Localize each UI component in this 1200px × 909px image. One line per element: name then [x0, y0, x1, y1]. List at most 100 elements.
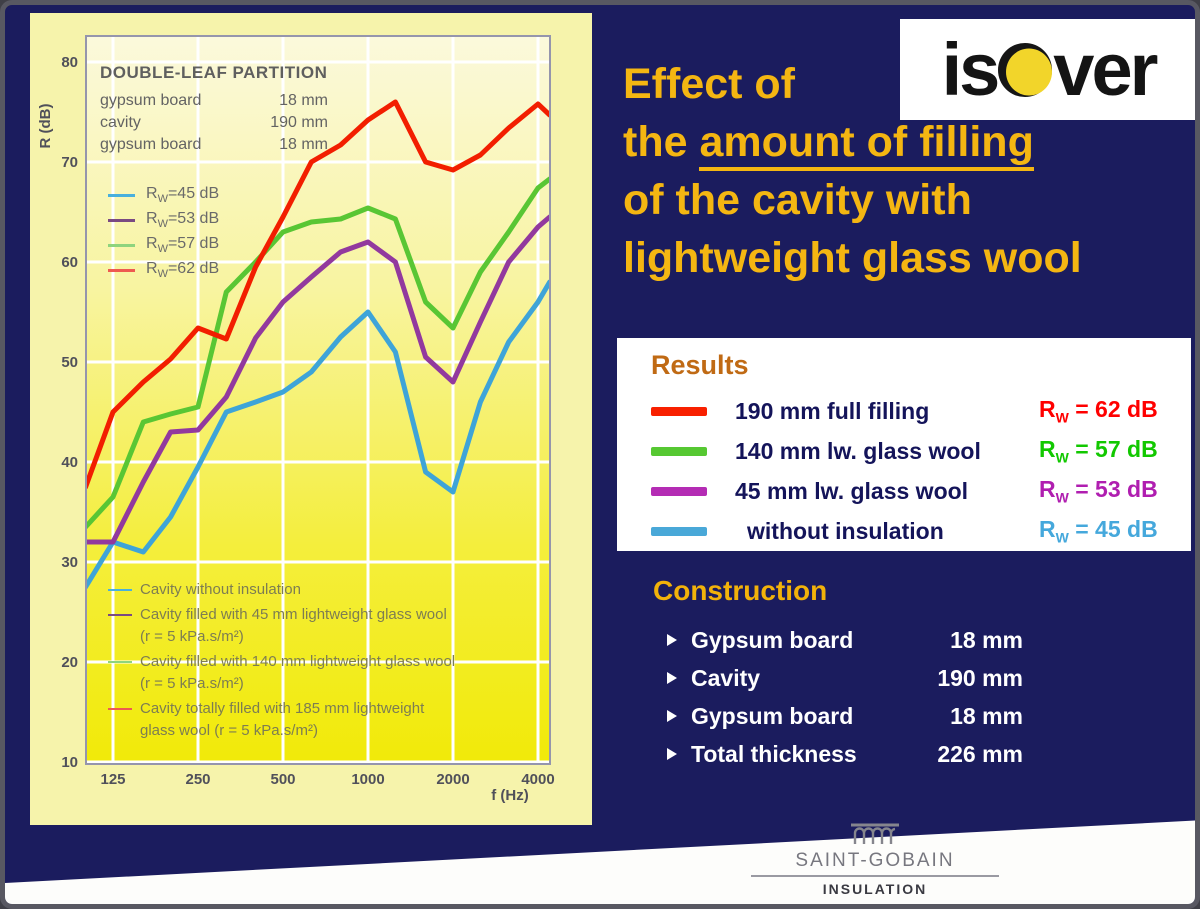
- triangle-bullet-icon: [667, 672, 677, 684]
- rw-legend-item-45mm-glass-wool: RW=53 dB: [108, 208, 219, 233]
- legend-label: Cavity totally filled with 185 mm lightw…: [140, 700, 425, 739]
- isover-logo-text-right: ver: [1053, 27, 1158, 111]
- legend-line-swatch: [108, 194, 135, 197]
- y-tick-20: 20: [61, 654, 78, 671]
- x-tick-1000: 1000: [351, 771, 385, 788]
- slide-title-line4: lightweight glass wool: [623, 234, 1082, 282]
- saint-gobain-arches-icon: [851, 823, 899, 844]
- y-tick-50: 50: [61, 354, 78, 371]
- legend-line-swatch: [108, 244, 135, 247]
- legend-label: RW=57 dB: [146, 235, 220, 256]
- chart-rw-legend: RW=45 dB RW=53 dB RW=57 dB RW=62 dB: [108, 183, 219, 283]
- x-tick-250: 250: [185, 771, 211, 788]
- slide-title: Effect of the amount of filling of the c…: [623, 55, 1082, 287]
- legend-label: Cavity filled with 140 mm lightweight gl…: [140, 653, 456, 692]
- construction-section: Construction Gypsum board 18 mm Cavity 1…: [653, 575, 1025, 773]
- spec-row: gypsum board 18 mm: [100, 90, 328, 112]
- saint-gobain-logo: SAINT-GOBAIN INSULATION: [745, 822, 1005, 897]
- chart-title: DOUBLE-LEAF PARTITION: [100, 63, 328, 82]
- x-tick-4000: 4000: [521, 771, 555, 788]
- results-label: 190 mm full filling: [735, 397, 930, 424]
- y-tick-10: 10: [61, 754, 78, 771]
- rw-value: RW = 62 dB: [1039, 396, 1158, 426]
- series-swatch-purple: [651, 486, 707, 496]
- legend-label: RW=62 dB: [146, 260, 220, 281]
- legend-label: RW=53 dB: [146, 210, 220, 231]
- triangle-bullet-icon: [667, 634, 677, 646]
- curve-without-insulation: [85, 279, 551, 590]
- construction-value: 190 mm: [937, 664, 1023, 691]
- construction-label: Cavity: [691, 664, 761, 691]
- series-swatch-green: [651, 446, 707, 456]
- results-row-45mm: 45 mm lw. glass wool RW = 53 dB: [651, 471, 1191, 511]
- curve-full-filling-185mm: [85, 99, 551, 490]
- legend-label: Cavity without insulation: [140, 581, 301, 598]
- y-tick-70: 70: [61, 154, 78, 171]
- construction-row: Total thickness 226 mm: [667, 735, 1023, 773]
- spec-value: 190 mm: [270, 114, 328, 131]
- results-label: 140 mm lw. glass wool: [735, 437, 981, 464]
- legend-line-swatch: [108, 614, 132, 616]
- construction-value: 226 mm: [937, 740, 1023, 767]
- construction-label: Gypsum board: [691, 626, 854, 653]
- chart-head: DOUBLE-LEAF PARTITION gypsum board 18 mm…: [100, 63, 328, 156]
- spec-name: gypsum board: [100, 92, 202, 109]
- series-swatch-red: [651, 406, 707, 416]
- legend-line-swatch: [108, 589, 132, 591]
- construction-label: Total thickness: [691, 740, 857, 767]
- legend-label: RW=45 dB: [146, 185, 220, 206]
- slide-title-underlined: amount of filling: [699, 118, 1034, 171]
- spec-value: 18 mm: [279, 92, 328, 109]
- x-tick-125: 125: [100, 771, 126, 788]
- y-tick-40: 40: [61, 454, 78, 471]
- triangle-bullet-icon: [667, 748, 677, 760]
- chart-panel: DOUBLE-LEAF PARTITION gypsum board 18 mm…: [30, 13, 592, 825]
- chart-series-legend: Cavity without insulation Cavity filled w…: [108, 579, 538, 745]
- rw-legend-item-140mm-glass-wool: RW=57 dB: [108, 233, 219, 258]
- construction-row: Cavity 190 mm: [667, 659, 1023, 697]
- rw-legend-item-full-filling-185mm: RW=62 dB: [108, 258, 219, 283]
- spec-name: cavity: [100, 114, 141, 131]
- slide-title-line1: Effect of: [623, 60, 795, 108]
- slide-title-line2-prefix: the: [623, 118, 700, 166]
- legend-line-swatch: [108, 708, 132, 710]
- series-legend-item-45mm-glass-wool: Cavity filled with 45 mm lightweight gla…: [108, 604, 538, 648]
- results-label: 45 mm lw. glass wool: [735, 477, 969, 504]
- construction-label: Gypsum board: [691, 702, 854, 729]
- construction-value: 18 mm: [950, 702, 1023, 729]
- spec-name: gypsum board: [100, 136, 202, 153]
- results-label: without insulation: [747, 517, 944, 544]
- rw-value: RW = 53 dB: [1039, 476, 1158, 506]
- x-tick-2000: 2000: [436, 771, 470, 788]
- isover-logo-ball-icon: [998, 42, 1053, 97]
- series-swatch-blue: [651, 526, 707, 536]
- x-axis-label: f (Hz): [491, 787, 529, 804]
- construction-value: 18 mm: [950, 626, 1023, 653]
- results-row-full-filling: 190 mm full filling RW = 62 dB: [651, 391, 1191, 431]
- y-tick-80: 80: [61, 54, 78, 71]
- construction-row: Gypsum board 18 mm: [667, 697, 1023, 735]
- rw-value: RW = 45 dB: [1039, 516, 1158, 546]
- series-legend-item-without-insulation: Cavity without insulation: [108, 579, 538, 601]
- partition-sound-reduction-chart: [85, 35, 551, 765]
- construction-heading: Construction: [653, 575, 828, 606]
- rw-legend-item-without-insulation: RW=45 dB: [108, 183, 219, 208]
- saint-gobain-divider: [751, 875, 999, 877]
- slide-title-line3: of the cavity with: [623, 176, 972, 224]
- curve-140mm-glass-wool: [85, 176, 551, 530]
- saint-gobain-division: INSULATION: [822, 881, 928, 897]
- spec-row: cavity 190 mm: [100, 112, 328, 134]
- triangle-bullet-icon: [667, 710, 677, 722]
- y-tick-30: 30: [61, 554, 78, 571]
- construction-items: Gypsum board 18 mm Cavity 190 mm Gypsum …: [667, 621, 1023, 773]
- results-box: Results 190 mm full filling RW = 62 dB 1…: [617, 338, 1191, 551]
- results-row-140mm: 140 mm lw. glass wool RW = 57 dB: [651, 431, 1191, 471]
- slide-title-line2: the amount of filling: [623, 113, 1082, 171]
- rw-value: RW = 57 dB: [1039, 436, 1158, 466]
- legend-label: Cavity filled with 45 mm lightweight gla…: [140, 606, 447, 645]
- results-heading: Results: [651, 350, 749, 380]
- x-tick-500: 500: [270, 771, 296, 788]
- series-legend-item-full-filling-185mm: Cavity totally filled with 185 mm lightw…: [108, 698, 538, 742]
- spec-value: 18 mm: [279, 136, 328, 153]
